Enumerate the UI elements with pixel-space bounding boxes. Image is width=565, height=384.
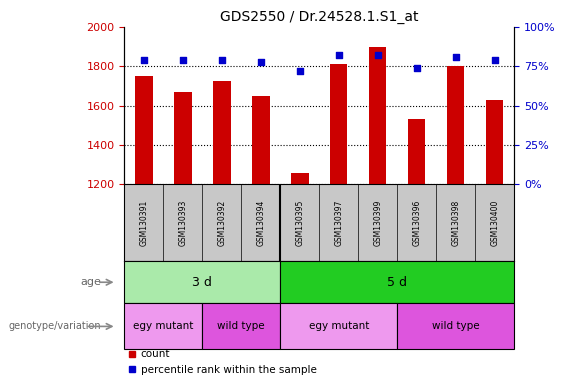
Bar	[280, 261, 514, 303]
Bar	[213, 81, 231, 184]
Text: wild type: wild type	[218, 321, 265, 331]
Point	[217, 57, 226, 63]
Text: age: age	[80, 277, 101, 287]
Point	[451, 54, 460, 60]
Point	[412, 65, 421, 71]
Bar	[486, 100, 503, 184]
Text: GSM130397: GSM130397	[334, 200, 343, 246]
Point	[257, 58, 266, 65]
Bar	[252, 96, 270, 184]
Bar	[447, 66, 464, 184]
Text: wild type: wild type	[432, 321, 480, 331]
Text: GSM130392: GSM130392	[218, 200, 226, 246]
Point	[373, 52, 382, 58]
Title: GDS2550 / Dr.24528.1.S1_at: GDS2550 / Dr.24528.1.S1_at	[220, 10, 419, 25]
Point	[139, 57, 148, 63]
Text: GSM130398: GSM130398	[451, 200, 460, 246]
Point	[490, 57, 499, 63]
Point	[334, 52, 343, 58]
Bar	[174, 92, 192, 184]
Text: GSM130394: GSM130394	[257, 200, 265, 246]
Legend: count, percentile rank within the sample: count, percentile rank within the sample	[124, 345, 320, 379]
Point	[295, 68, 304, 74]
Bar	[202, 303, 280, 349]
Bar	[397, 303, 514, 349]
Bar	[124, 303, 202, 349]
Text: GSM130393: GSM130393	[179, 200, 187, 246]
Bar	[124, 261, 280, 303]
Bar	[330, 64, 347, 184]
Text: GSM130395: GSM130395	[295, 200, 304, 246]
Bar	[280, 303, 397, 349]
Text: egy mutant: egy mutant	[133, 321, 193, 331]
Bar	[369, 46, 386, 184]
Point	[178, 57, 187, 63]
Text: GSM130396: GSM130396	[412, 200, 421, 246]
Bar	[408, 119, 425, 184]
Text: 3 d: 3 d	[192, 276, 212, 289]
Text: 5 d: 5 d	[387, 276, 407, 289]
Text: genotype/variation: genotype/variation	[8, 321, 101, 331]
Bar	[135, 76, 153, 184]
Text: GSM130399: GSM130399	[373, 200, 382, 246]
Text: GSM130391: GSM130391	[140, 200, 148, 246]
Bar	[291, 174, 308, 184]
Text: egy mutant: egy mutant	[308, 321, 369, 331]
Text: GSM130400: GSM130400	[490, 200, 499, 246]
